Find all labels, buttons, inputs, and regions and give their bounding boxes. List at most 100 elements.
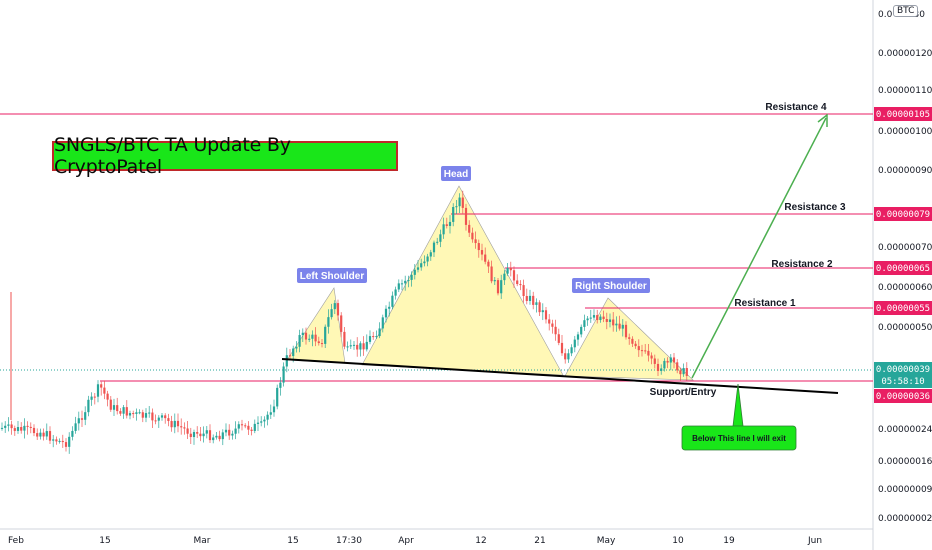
candle-body (573, 339, 576, 348)
candle-body (93, 396, 96, 398)
time-tick: May (597, 536, 616, 546)
price-tick: 0.00000100 (878, 127, 932, 137)
candle-body (340, 315, 343, 332)
candle-body (634, 343, 637, 347)
support-entry-text: Support/Entry (650, 387, 717, 398)
candle-body (26, 425, 29, 427)
candle-body (183, 427, 186, 429)
candle-body (448, 221, 452, 226)
time-tick: 19 (723, 536, 735, 546)
candle-body (640, 350, 644, 352)
candle-body (608, 319, 612, 322)
candle-body (432, 242, 436, 253)
candle-body (509, 267, 512, 271)
time-tick: 15 (99, 536, 110, 546)
candle-body (564, 353, 567, 360)
candle-body (55, 439, 58, 442)
candle-body (164, 415, 167, 419)
candle-body (484, 254, 487, 262)
time-axis[interactable]: Feb 15 Mar 15 17:30 Apr 12 21 May 10 19 … (8, 536, 822, 546)
right-shoulder-text: Right Shoulder (575, 281, 647, 292)
resistance-1-text: Resistance 1 (734, 298, 796, 309)
candle-body (320, 343, 324, 345)
candle-body (458, 197, 461, 207)
candle-body (602, 316, 605, 319)
price-tick-top: 0.0 (878, 10, 893, 20)
candle-body (288, 355, 292, 357)
candle-body (388, 306, 391, 309)
candle-body (570, 347, 573, 354)
candle-body (221, 432, 224, 440)
candle-body (493, 280, 496, 282)
candle-body (327, 317, 330, 327)
time-tick: Apr (398, 536, 414, 546)
candle-body (544, 310, 548, 320)
candle-body (176, 420, 180, 427)
candle-body (618, 323, 621, 329)
candle-body (375, 336, 378, 338)
candle-body (212, 437, 215, 441)
candle-body (394, 289, 397, 296)
neckline (281, 358, 839, 394)
resistance-3-badge: 0.00000079 (874, 207, 932, 221)
candle-body (128, 413, 132, 416)
candle-body (679, 370, 682, 375)
candle-body (196, 432, 199, 434)
candle-body (125, 407, 128, 416)
countdown-text: 05:58:10 (881, 377, 924, 387)
candle-body (522, 285, 525, 297)
candle-body (583, 320, 586, 327)
candle-body (676, 362, 679, 371)
candle-body (612, 319, 615, 326)
candle-body (551, 323, 554, 327)
candle-body (61, 440, 64, 443)
candle-body (637, 346, 640, 351)
candle-body (400, 283, 404, 285)
candle-body (103, 387, 106, 394)
candle-body (356, 344, 359, 350)
candle-body (532, 295, 535, 305)
candle-body (324, 326, 327, 344)
candle-body (138, 412, 141, 414)
candle-body (397, 283, 400, 290)
candle-body (436, 241, 439, 243)
candle-body (480, 250, 484, 255)
candle-body (199, 433, 202, 437)
candle-body (599, 316, 602, 321)
candle-body (247, 425, 250, 430)
candle-body (464, 207, 468, 225)
svg-text:0.00000079: 0.00000079 (876, 210, 930, 220)
price-tick: 0.00000002 (878, 514, 932, 524)
candlesticks (0, 190, 688, 454)
candle-body (407, 279, 410, 281)
candle-body (541, 310, 544, 313)
candle-body (669, 357, 672, 363)
candle-body (548, 319, 551, 324)
current-price-text: 0.00000039 (876, 365, 930, 375)
candle-body (333, 303, 336, 310)
currency-badge[interactable]: BTC (893, 5, 919, 17)
candle-body (160, 415, 164, 418)
candle-body (314, 334, 317, 342)
candle-body (218, 435, 221, 440)
candle-body (87, 399, 90, 413)
candle-body (167, 418, 170, 422)
time-tick: 17:30 (336, 536, 362, 546)
current-price-badge: 0.00000039 05:58:10 (874, 362, 932, 388)
candle-body (628, 337, 631, 339)
candle-body (151, 412, 154, 421)
candle-body (615, 323, 618, 326)
time-tick: 15 (287, 536, 298, 546)
candle-body (391, 295, 394, 307)
candle-body (605, 318, 608, 322)
candle-body (512, 270, 516, 281)
candle-body (471, 232, 474, 240)
time-tick: 10 (672, 536, 684, 546)
candle-body (413, 269, 416, 275)
candle-body (685, 367, 688, 376)
candle-body (381, 317, 384, 329)
candle-body (301, 332, 304, 336)
candle-body (84, 412, 87, 420)
candle-body (528, 295, 532, 301)
